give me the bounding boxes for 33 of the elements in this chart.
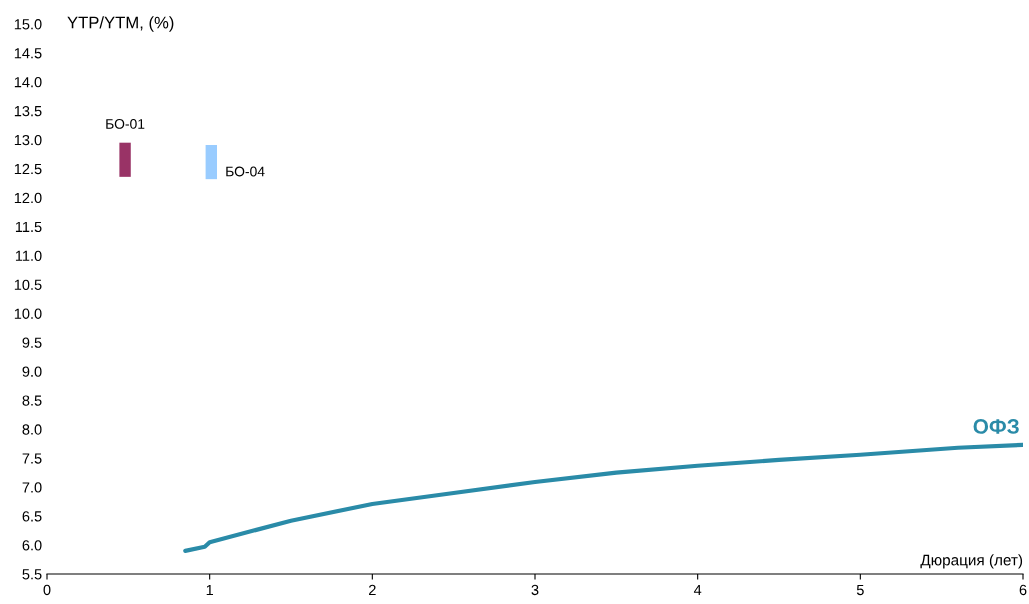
annotation: БО-04 [226, 166, 265, 177]
x-tick-label: 3 [531, 584, 539, 596]
y-tick-label: 6.5 [22, 511, 42, 522]
y-tick-label: 13.5 [14, 105, 42, 117]
y-tick-label: 10.5 [14, 279, 42, 290]
y-tick-label: 11.0 [15, 250, 42, 262]
y-tick-label: 12.0 [14, 192, 42, 204]
y-tick-label: 7.5 [22, 453, 42, 464]
y-axis-title: YTP/YTM, (%) [67, 16, 174, 32]
x-tick-label: 6 [1019, 584, 1027, 596]
x-axis-title: Дюрация (лет) [920, 554, 1023, 569]
series-label: ОФЗ [973, 419, 1019, 434]
y-tick-label: 9.0 [22, 366, 42, 377]
x-tick-label: 0 [43, 584, 51, 596]
y-tick-label: 9.5 [22, 337, 42, 348]
line-series [183, 442, 1023, 553]
y-tick-label: 10.0 [14, 308, 42, 319]
y-tick-label: 12.5 [14, 163, 42, 175]
y-tick-label: 7.0 [22, 482, 42, 493]
y-tick-label: 15.0 [14, 19, 42, 30]
x-tick-label: 5 [856, 584, 864, 596]
x-tick-label: 4 [693, 584, 702, 595]
y-tick-label: 14.5 [14, 48, 42, 59]
y-tick-label: 5.5 [22, 569, 42, 580]
x-tick-label: 2 [369, 584, 376, 595]
y-tick-label: 6.0 [22, 540, 42, 551]
y-tick-label: 8.5 [22, 395, 42, 406]
y-tick-label: 11.5 [15, 221, 42, 233]
annotation: БО-01 [106, 118, 145, 129]
y-tick-label: 14.0 [14, 77, 42, 88]
y-tick-label: 13.0 [14, 134, 42, 146]
x-tick-label: 1 [206, 584, 214, 595]
y-tick-label: 8.0 [22, 424, 42, 435]
